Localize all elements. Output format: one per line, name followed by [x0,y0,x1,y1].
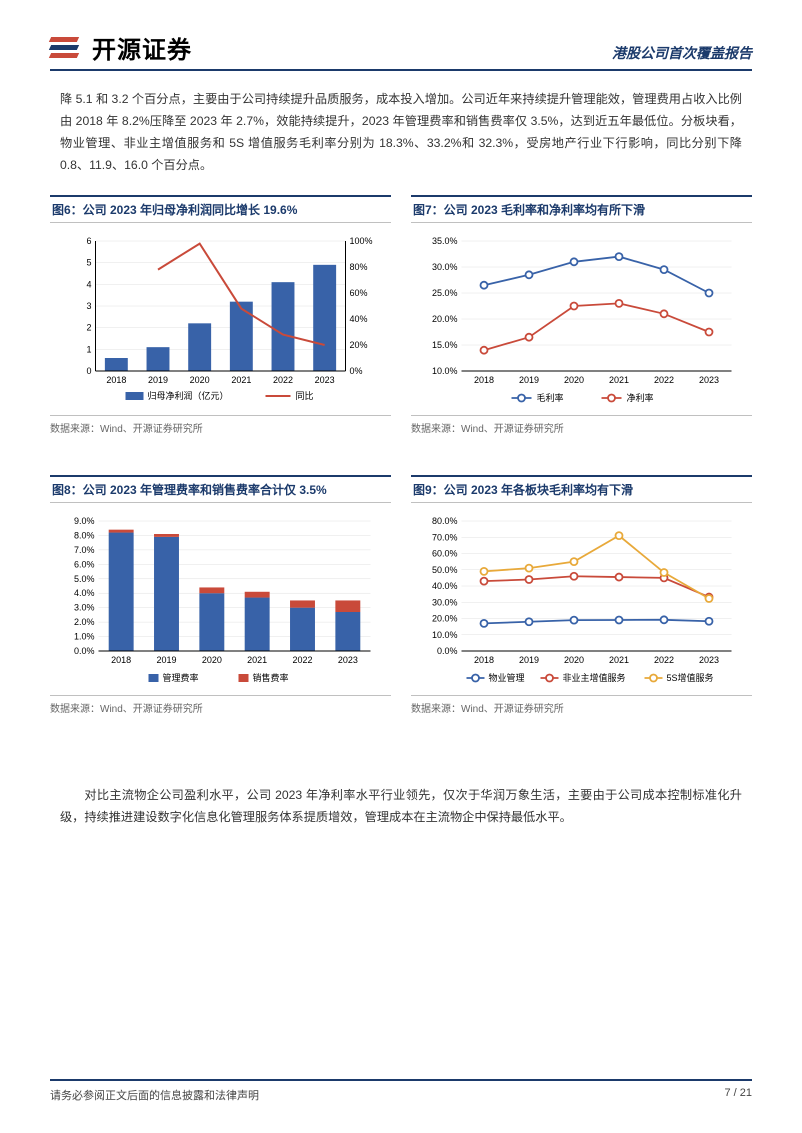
svg-text:3: 3 [86,301,91,311]
svg-text:2018: 2018 [474,375,494,385]
page-header: 开源证券 港股公司首次覆盖报告 [50,30,752,71]
svg-text:2020: 2020 [202,655,222,665]
svg-text:2023: 2023 [315,375,335,385]
svg-text:20.0%: 20.0% [432,314,458,324]
svg-text:5.0%: 5.0% [74,574,95,584]
svg-text:2019: 2019 [156,655,176,665]
svg-text:2021: 2021 [231,375,251,385]
chart-8: 图8：公司 2023 年管理费率和销售费率合计仅 3.5% 0.0% 1.0% 2.… [50,475,391,715]
logo-icon [50,31,84,65]
paragraph-2: 对比主流物企公司盈利水平，公司 2023 年净利率水平行业领先，仅次于华润万象生… [60,785,742,829]
page-footer: 请务必参阅正文后面的信息披露和法律声明 7 / 21 [50,1079,752,1103]
svg-text:1.0%: 1.0% [74,631,95,641]
svg-text:15.0%: 15.0% [432,340,458,350]
chart-6-title: 图6：公司 2023 年归母净利润同比增长 19.6% [50,195,391,223]
svg-text:2023: 2023 [699,375,719,385]
charts-row-2: 图8：公司 2023 年管理费率和销售费率合计仅 3.5% 0.0% 1.0% 2.… [50,475,752,715]
svg-text:70.0%: 70.0% [432,532,458,542]
chart-6: 图6：公司 2023 年归母净利润同比增长 19.6% 01234560%20%… [50,195,391,435]
chart-7-source: 数据来源：Wind、开源证券研究所 [411,415,752,435]
svg-text:4.0%: 4.0% [74,588,95,598]
svg-text:2019: 2019 [519,375,539,385]
svg-text:2022: 2022 [654,375,674,385]
svg-text:6.0%: 6.0% [74,559,95,569]
svg-text:2022: 2022 [654,655,674,665]
svg-text:50.0%: 50.0% [432,565,458,575]
svg-text:非业主增值服务: 非业主增值服务 [563,672,626,683]
svg-text:0: 0 [86,366,91,376]
svg-text:2023: 2023 [338,655,358,665]
chart-7-title: 图7：公司 2023 毛利率和净利率均有所下滑 [411,195,752,223]
svg-text:20%: 20% [350,340,368,350]
svg-text:9.0%: 9.0% [74,516,95,526]
svg-text:60%: 60% [350,288,368,298]
company-name: 开源证券 [92,30,192,65]
svg-text:30.0%: 30.0% [432,597,458,607]
svg-text:8.0%: 8.0% [74,530,95,540]
chart-8-title: 图8：公司 2023 年管理费率和销售费率合计仅 3.5% [50,475,391,503]
svg-text:同比: 同比 [296,390,314,401]
svg-text:80%: 80% [350,262,368,272]
svg-text:5S增值服务: 5S增值服务 [667,672,714,683]
svg-text:30.0%: 30.0% [432,262,458,272]
footer-page-number: 7 / 21 [724,1087,752,1103]
svg-text:毛利率: 毛利率 [537,392,564,403]
svg-text:2019: 2019 [148,375,168,385]
svg-text:1: 1 [86,344,91,354]
page-container: 开源证券 港股公司首次覆盖报告 降 5.1 和 3.2 个百分点，主要由于公司持… [0,0,802,887]
svg-text:归母净利润（亿元）: 归母净利润（亿元） [148,390,229,401]
svg-text:3.0%: 3.0% [74,602,95,612]
chart-9-title: 图9：公司 2023 年各板块毛利率均有下滑 [411,475,752,503]
svg-text:2021: 2021 [609,375,629,385]
svg-text:2020: 2020 [190,375,210,385]
svg-text:2018: 2018 [106,375,126,385]
svg-text:5: 5 [86,257,91,267]
company-logo: 开源证券 [50,30,192,65]
report-type: 港股公司首次覆盖报告 [612,43,752,65]
svg-text:20.0%: 20.0% [432,613,458,623]
svg-text:6: 6 [86,236,91,246]
svg-text:10.0%: 10.0% [432,366,458,376]
svg-text:7.0%: 7.0% [74,545,95,555]
svg-text:25.0%: 25.0% [432,288,458,298]
svg-text:0%: 0% [350,366,363,376]
svg-text:2020: 2020 [564,375,584,385]
chart-6-source: 数据来源：Wind、开源证券研究所 [50,415,391,435]
svg-text:80.0%: 80.0% [432,516,458,526]
svg-text:40%: 40% [350,314,368,324]
svg-text:2023: 2023 [699,655,719,665]
svg-text:2022: 2022 [273,375,293,385]
svg-text:2022: 2022 [292,655,312,665]
svg-text:10.0%: 10.0% [432,630,458,640]
svg-text:60.0%: 60.0% [432,548,458,558]
svg-text:2: 2 [86,322,91,332]
chart-8-source: 数据来源：Wind、开源证券研究所 [50,695,391,715]
svg-text:管理费率: 管理费率 [163,672,199,683]
svg-text:35.0%: 35.0% [432,236,458,246]
paragraph-1: 降 5.1 和 3.2 个百分点，主要由于公司持续提升品质服务，成本投入增加。公… [60,89,742,177]
svg-text:2.0%: 2.0% [74,617,95,627]
svg-text:2020: 2020 [564,655,584,665]
chart-9-source: 数据来源：Wind、开源证券研究所 [411,695,752,715]
svg-text:2018: 2018 [474,655,494,665]
svg-text:净利率: 净利率 [627,392,654,403]
svg-text:销售费率: 销售费率 [253,672,289,683]
chart-9: 图9：公司 2023 年各板块毛利率均有下滑 0.0% 10.0% 20.0% 30.… [411,475,752,715]
footer-disclaimer: 请务必参阅正文后面的信息披露和法律声明 [50,1087,259,1103]
svg-text:2018: 2018 [111,655,131,665]
svg-text:物业管理: 物业管理 [489,672,525,683]
svg-text:100%: 100% [350,236,373,246]
chart-7: 图7：公司 2023 毛利率和净利率均有所下滑 10.0% 15.0% 20.0% 2… [411,195,752,435]
svg-text:4: 4 [86,279,91,289]
svg-text:0.0%: 0.0% [74,646,95,656]
svg-text:0.0%: 0.0% [437,646,458,656]
svg-text:2021: 2021 [247,655,267,665]
svg-text:2019: 2019 [519,655,539,665]
svg-text:40.0%: 40.0% [432,581,458,591]
charts-row-1: 图6：公司 2023 年归母净利润同比增长 19.6% 01234560%20%… [50,195,752,435]
svg-text:2021: 2021 [609,655,629,665]
